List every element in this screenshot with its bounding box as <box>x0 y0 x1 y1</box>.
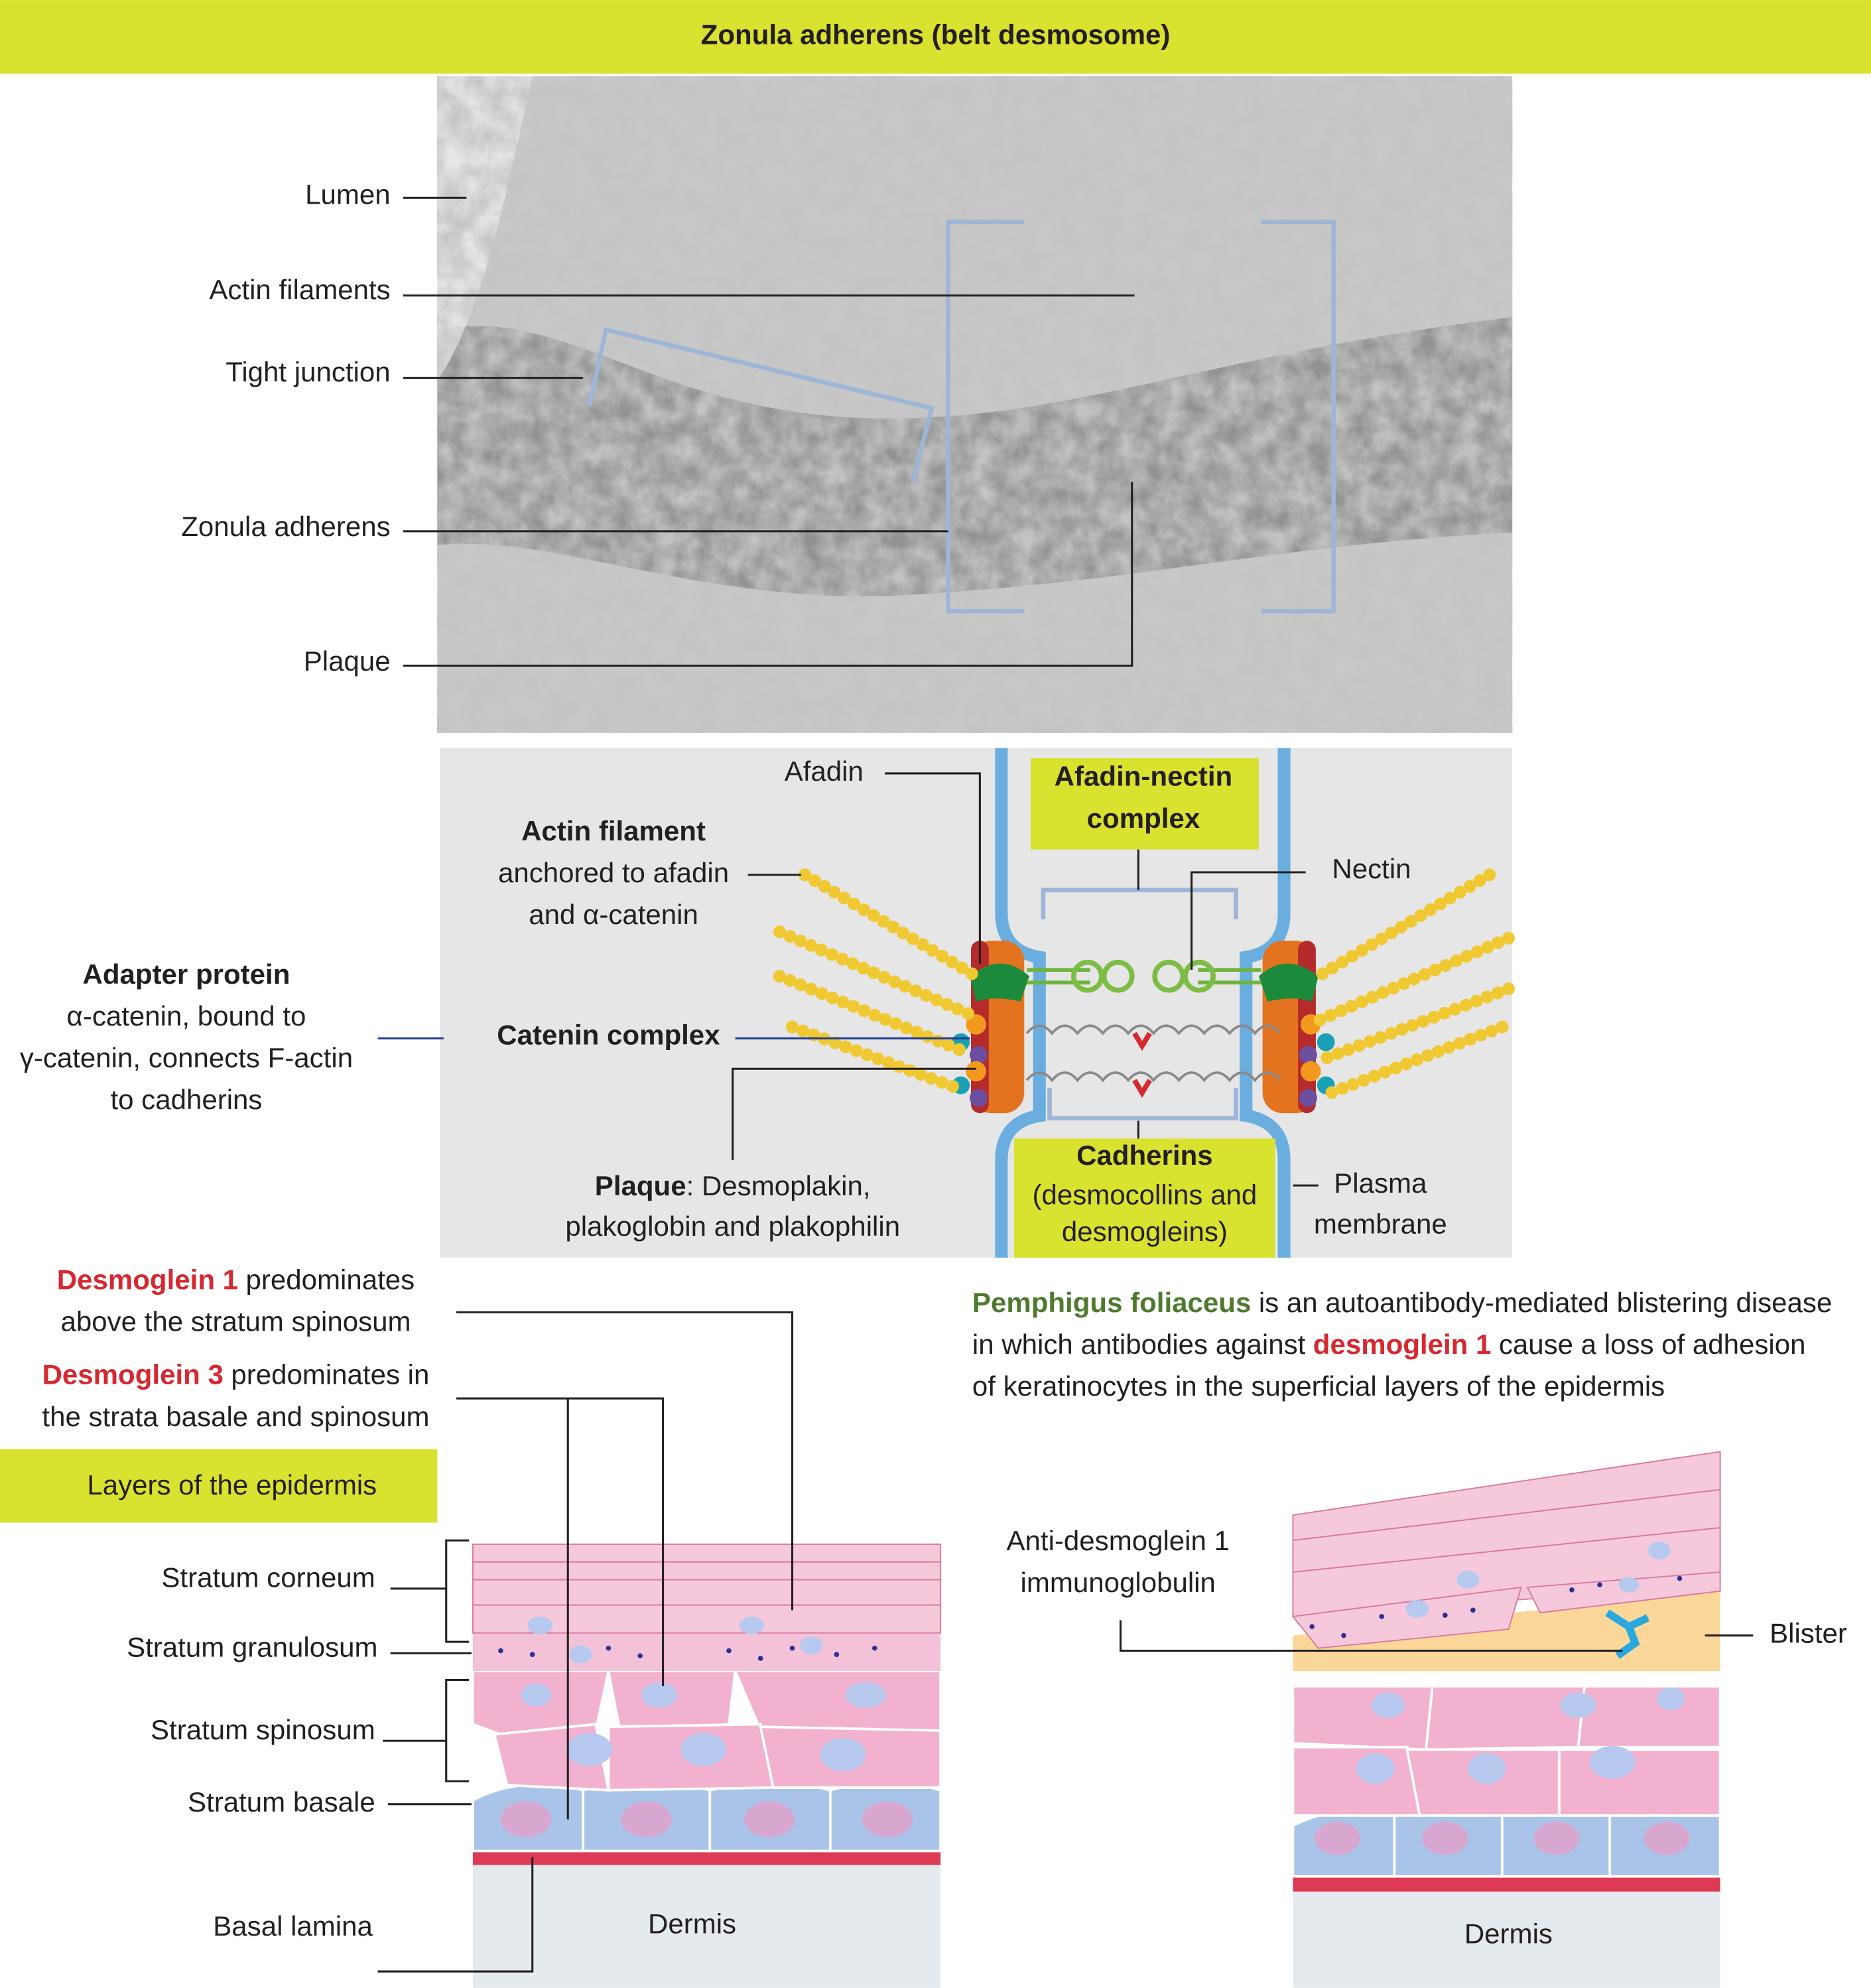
label-title: Actin filament <box>521 815 706 846</box>
disease-name: Pemphigus foliaceus <box>972 1287 1251 1318</box>
label: anchored to afadin <box>498 857 729 888</box>
leader-lines <box>403 196 1135 667</box>
box-label: Cadherins <box>1076 1140 1213 1171</box>
label: Afadin <box>785 756 864 787</box>
dermis-label: Dermis <box>648 1908 736 1939</box>
description: of keratinocytes in the superficial laye… <box>972 1370 1665 1402</box>
label: predominates in <box>231 1359 429 1390</box>
label-title: Plaque <box>595 1170 686 1201</box>
label: Plaque: Desmoplakin, <box>595 1170 871 1201</box>
blister-illustration <box>1120 1451 1754 1988</box>
label: γ-catenin, connects F-actin <box>20 1042 353 1073</box>
label: Nectin <box>1332 853 1411 884</box>
title: Zonula adherens (belt desmosome) <box>701 19 1171 50</box>
schematic <box>377 748 1515 1258</box>
layer-label: Stratum basale <box>188 1786 375 1818</box>
leader-lines <box>377 1311 794 1973</box>
micrograph <box>437 76 1513 733</box>
micrograph-label: Lumen <box>305 178 391 210</box>
box-label: Afadin-nectin <box>1055 761 1233 792</box>
micrograph-label: Zonula adherens <box>181 511 390 542</box>
label: Desmoglein 1 predominates <box>57 1264 415 1295</box>
label: plakoglobin and plakophilin <box>565 1211 900 1242</box>
box-label: complex <box>1087 803 1200 834</box>
epidermis-illustration <box>471 1544 942 1988</box>
label: predominates <box>246 1264 415 1295</box>
box-label: (desmocollins and <box>1032 1179 1257 1210</box>
label: the strata basale and spinosum <box>42 1401 429 1432</box>
label: Blister <box>1770 1618 1847 1649</box>
label: above the stratum spinosum <box>60 1306 411 1337</box>
label: α-catenin, bound to <box>67 1000 306 1031</box>
highlight: Desmoglein 3 <box>42 1359 224 1390</box>
layer-label: Stratum granulosum <box>127 1632 377 1663</box>
label-title: Adapter protein <box>82 959 290 990</box>
description: in which antibodies against <box>972 1329 1306 1360</box>
micrograph-label: Plaque <box>304 645 391 677</box>
layer-label: Stratum spinosum <box>151 1714 375 1745</box>
dermis-label: Dermis <box>1464 1918 1553 1950</box>
section-title: Layers of the epidermis <box>87 1469 377 1500</box>
label: Plasma <box>1334 1167 1427 1199</box>
highlight: desmoglein 1 <box>1313 1329 1492 1360</box>
description: Pemphigus foliaceus is an autoantibody-me… <box>972 1287 1832 1318</box>
box-label: desmogleins) <box>1062 1216 1228 1247</box>
label: to cadherins <box>110 1084 262 1115</box>
layer-label: Stratum corneum <box>161 1562 375 1593</box>
label: membrane <box>1314 1208 1447 1239</box>
highlight: Desmoglein 1 <box>57 1264 238 1295</box>
label: Anti-desmoglein 1 <box>1007 1525 1230 1556</box>
layer-label: Basal lamina <box>213 1910 373 1942</box>
description: cause a loss of adhesion <box>1499 1329 1806 1360</box>
description: is an autoantibody-mediated blistering d… <box>1259 1287 1833 1318</box>
label-title: Catenin complex <box>497 1020 720 1051</box>
label: immunoglobulin <box>1021 1567 1216 1598</box>
label: Desmoglein 3 predominates in <box>42 1359 430 1390</box>
micrograph-label: Actin filaments <box>209 274 390 305</box>
section-bar <box>0 1449 438 1523</box>
header-bar <box>0 0 1871 74</box>
label: : Desmoplakin, <box>686 1170 871 1201</box>
micrograph-label: Tight junction <box>226 356 390 387</box>
label: and α-catenin <box>529 899 698 930</box>
